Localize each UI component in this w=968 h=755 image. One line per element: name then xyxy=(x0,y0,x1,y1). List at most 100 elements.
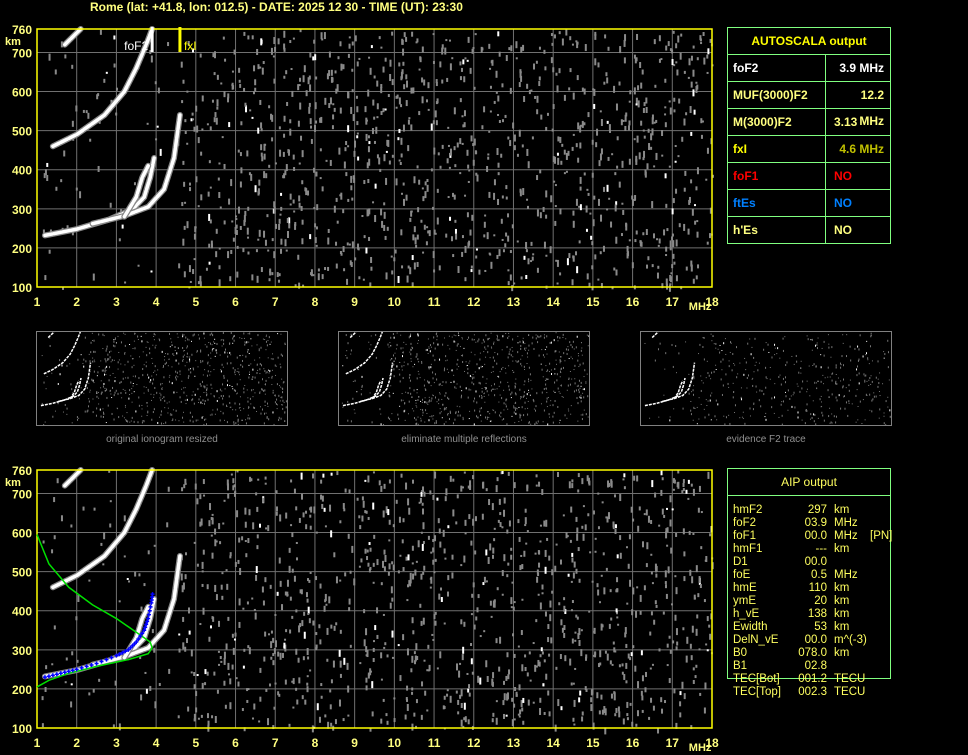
noise-echo xyxy=(460,355,462,357)
noise-echo xyxy=(88,405,90,408)
noise-echo xyxy=(699,584,702,589)
noise-echo xyxy=(281,354,283,357)
noise-echo xyxy=(681,136,684,142)
fit-point xyxy=(70,668,75,673)
noise-echo xyxy=(524,517,527,525)
noise-echo xyxy=(184,365,186,367)
noise-echo xyxy=(115,112,118,116)
noise-echo xyxy=(625,112,628,117)
noise-echo xyxy=(267,249,270,252)
noise-echo xyxy=(43,423,45,425)
noise-echo xyxy=(309,234,312,240)
noise-echo xyxy=(301,150,304,158)
noise-echo xyxy=(505,405,507,408)
autoscala-param: h'Es xyxy=(728,217,826,243)
noise-echo xyxy=(478,381,480,384)
noise-echo xyxy=(114,345,116,348)
noise-echo xyxy=(364,479,367,482)
noise-echo xyxy=(242,607,245,610)
noise-echo xyxy=(816,347,818,350)
noise-echo xyxy=(489,420,491,422)
noise-echo xyxy=(218,663,221,666)
noise-echo xyxy=(725,353,727,355)
noise-echo xyxy=(85,360,87,363)
noise-echo xyxy=(449,411,451,414)
noise-echo xyxy=(185,403,187,405)
noise-echo xyxy=(494,359,496,362)
noise-echo xyxy=(660,470,663,476)
noise-echo xyxy=(533,408,535,410)
noise-echo xyxy=(285,70,288,75)
noise-echo xyxy=(473,339,475,341)
noise-echo xyxy=(453,380,455,383)
fit-point xyxy=(114,653,119,658)
aip-row: TEC[Top] 002.3 TECU xyxy=(733,686,893,699)
noise-echo xyxy=(151,375,153,377)
noise-echo xyxy=(256,534,259,539)
noise-echo xyxy=(507,471,510,476)
y-tick-label: 760 xyxy=(12,464,32,478)
noise-echo xyxy=(89,360,91,363)
noise-echo xyxy=(402,376,404,379)
noise-echo xyxy=(827,389,829,392)
noise-echo xyxy=(710,394,712,397)
noise-echo xyxy=(573,723,576,726)
noise-echo xyxy=(512,633,515,637)
noise-echo xyxy=(167,407,169,409)
autoscala-value: NO xyxy=(834,223,852,237)
noise-echo xyxy=(583,396,585,399)
noise-echo xyxy=(280,238,283,245)
noise-echo xyxy=(548,711,551,717)
noise-echo xyxy=(218,162,221,165)
noise-echo xyxy=(204,369,206,371)
noise-echo xyxy=(172,418,174,421)
noise-echo xyxy=(203,337,205,339)
noise-echo xyxy=(447,344,449,346)
noise-echo xyxy=(169,346,171,348)
noise-echo xyxy=(263,422,265,425)
noise-echo xyxy=(887,406,889,408)
noise-echo xyxy=(580,629,583,632)
noise-echo xyxy=(737,373,739,375)
noise-echo xyxy=(540,647,543,652)
noise-echo xyxy=(406,80,409,88)
noise-echo xyxy=(398,62,401,67)
noise-echo xyxy=(392,564,395,571)
noise-echo xyxy=(340,252,343,256)
noise-echo xyxy=(464,245,467,253)
noise-echo xyxy=(254,79,257,86)
noise-echo xyxy=(801,419,803,421)
aip-row: B1 02.8 xyxy=(733,660,893,673)
noise-echo xyxy=(102,348,104,350)
y-tick-label: 300 xyxy=(12,203,32,217)
noise-echo xyxy=(536,267,539,273)
noise-echo xyxy=(218,265,221,270)
noise-echo xyxy=(284,170,287,176)
noise-echo xyxy=(526,672,529,677)
noise-echo xyxy=(202,360,204,363)
noise-echo xyxy=(578,355,580,357)
noise-echo xyxy=(245,341,247,344)
noise-echo xyxy=(857,345,859,348)
noise-echo xyxy=(532,398,534,401)
noise-echo xyxy=(807,338,809,341)
noise-echo xyxy=(885,423,887,425)
noise-echo xyxy=(634,195,637,201)
noise-echo xyxy=(667,566,670,574)
aip-unit: MHz xyxy=(834,517,858,529)
noise-echo xyxy=(254,392,256,394)
noise-echo xyxy=(401,369,403,371)
noise-echo xyxy=(215,251,218,258)
noise-echo xyxy=(309,84,312,92)
noise-echo xyxy=(675,239,678,247)
noise-echo xyxy=(197,419,199,421)
noise-echo xyxy=(573,369,575,371)
noise-echo xyxy=(663,229,666,236)
noise-echo xyxy=(140,335,142,337)
noise-echo xyxy=(854,347,856,350)
x-tick-label: 1 xyxy=(34,736,41,750)
noise-echo xyxy=(462,360,464,363)
noise-echo xyxy=(356,106,359,113)
noise-echo xyxy=(356,135,359,139)
noise-echo xyxy=(576,396,578,399)
